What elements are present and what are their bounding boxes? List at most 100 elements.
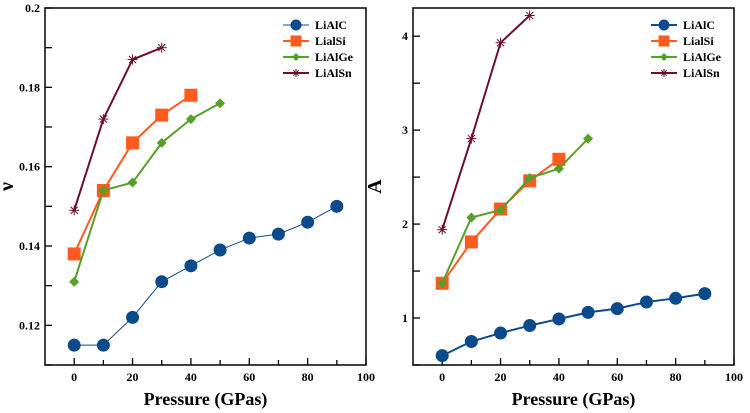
x-tick-label: 0 [439, 370, 445, 384]
marker-circle [523, 319, 537, 333]
marker-circle [464, 335, 478, 349]
marker-diamond [583, 133, 594, 144]
series-line [441, 292, 705, 357]
marker-square [155, 108, 169, 122]
marker-diamond [524, 173, 535, 184]
marker-circle [610, 302, 624, 316]
legend-item-LiAlGe: LiAlGe [283, 50, 354, 64]
series-LiAlSn [437, 10, 535, 235]
y-axis-label: ν [0, 182, 18, 192]
series-line [73, 102, 221, 283]
x-axis-label: Pressure (GPas) [144, 389, 268, 410]
y-axis-label: A [364, 179, 386, 194]
marker-circle [435, 349, 449, 363]
x-tick-label: 80 [302, 370, 314, 384]
x-tick-label: 20 [495, 370, 507, 384]
legend-label: LiAlC [683, 18, 715, 32]
legend-item-LiAlC: LiAlC [651, 18, 715, 32]
legend-item-LialSi: LialSi [283, 34, 346, 48]
marker-circle [96, 338, 110, 352]
marker-circle [271, 227, 285, 241]
legend-label: LiAlC [315, 18, 347, 32]
marker-circle [639, 295, 653, 309]
marker-asterisk-stroke [467, 134, 476, 143]
y-tick-label: 0.12 [19, 318, 40, 332]
legend-label: LiAlSn [683, 66, 720, 80]
marker-asterisk-stroke [70, 206, 79, 215]
marker-asterisk-stroke [157, 43, 166, 52]
series-LiAlGe [69, 98, 226, 287]
marker-circle [67, 338, 81, 352]
marker-circle [330, 199, 344, 213]
chart-panel-2: 0 20 40 60 80 100 1 2 3 4 Pressure (GPas) A LiAlC Lia… [364, 7, 743, 410]
marker-circle [301, 215, 315, 229]
y-tick-label: 0.2 [25, 1, 40, 15]
marker-diamond [156, 137, 167, 148]
series-LiAlSn [69, 42, 167, 216]
y-tick-label: 0.18 [19, 80, 40, 94]
series-LiAlGe [437, 133, 594, 289]
legend-item-LiAlGe: LiAlGe [651, 50, 722, 64]
x-tick-label: 100 [725, 370, 743, 384]
marker-square [184, 88, 198, 102]
series-LiAlC [435, 287, 712, 363]
marker-diamond [292, 53, 300, 61]
series-line [74, 205, 338, 346]
marker-circle [669, 291, 683, 305]
marker-circle [184, 259, 198, 273]
y-tick-label: 1 [402, 311, 408, 325]
series-line [441, 137, 589, 284]
marker-asterisk-stroke [660, 69, 668, 77]
marker-square [552, 152, 566, 166]
series-LialSi [67, 88, 198, 261]
marker-circle [581, 305, 595, 319]
marker-circle [698, 287, 712, 301]
marker-asterisk-stroke [496, 38, 505, 47]
y-tick-label: 4 [402, 29, 408, 43]
legend-label: LialSi [683, 34, 714, 48]
marker-circle [213, 243, 227, 257]
legend-item-LiAlC: LiAlC [283, 18, 347, 32]
y-tick-label: 0.16 [19, 160, 40, 174]
marker-diamond [437, 278, 448, 289]
marker-square [658, 35, 670, 47]
x-tick-label: 0 [71, 370, 77, 384]
marker-circle [494, 326, 508, 340]
marker-asterisk-stroke [292, 69, 300, 77]
marker-diamond [495, 204, 506, 215]
y-tick-label: 2 [402, 217, 408, 231]
marker-asterisk-stroke [525, 11, 534, 20]
marker-diamond [553, 163, 564, 174]
y-tick-label: 3 [402, 123, 408, 137]
marker-diamond [127, 177, 138, 188]
y-tick-label: 0.14 [19, 239, 40, 253]
x-tick-label: 20 [127, 370, 139, 384]
x-tick-label: 60 [243, 370, 255, 384]
x-tick-label: 40 [553, 370, 565, 384]
legend-label: LiAlGe [315, 50, 354, 64]
marker-diamond [466, 212, 477, 223]
x-tick-label: 60 [611, 370, 623, 384]
x-tick-label: 100 [357, 370, 375, 384]
chart-panel-1: 0 20 40 60 80 100 0.12 0.14 0.16 0.18 0.2 Pressure … [0, 1, 375, 410]
marker-asterisk-stroke [128, 55, 137, 64]
legend-item-LiAlSn: LiAlSn [651, 66, 720, 80]
marker-diamond [215, 98, 226, 109]
legend-label: LialSi [315, 34, 346, 48]
plot-frame [412, 7, 735, 366]
legend-label: LiAlSn [315, 66, 352, 80]
marker-circle [290, 19, 302, 31]
marker-diamond [98, 185, 109, 196]
series-LiAlC [67, 199, 344, 352]
marker-circle [155, 275, 169, 289]
marker-circle [242, 231, 256, 245]
x-tick-label: 80 [670, 370, 682, 384]
legend-item-LialSi: LialSi [651, 34, 714, 48]
marker-circle [552, 312, 566, 326]
marker-diamond [69, 276, 80, 287]
marker-asterisk-stroke [99, 115, 108, 123]
marker-square [67, 247, 81, 261]
x-tick-label: 40 [185, 370, 197, 384]
plot-frame [44, 7, 367, 366]
